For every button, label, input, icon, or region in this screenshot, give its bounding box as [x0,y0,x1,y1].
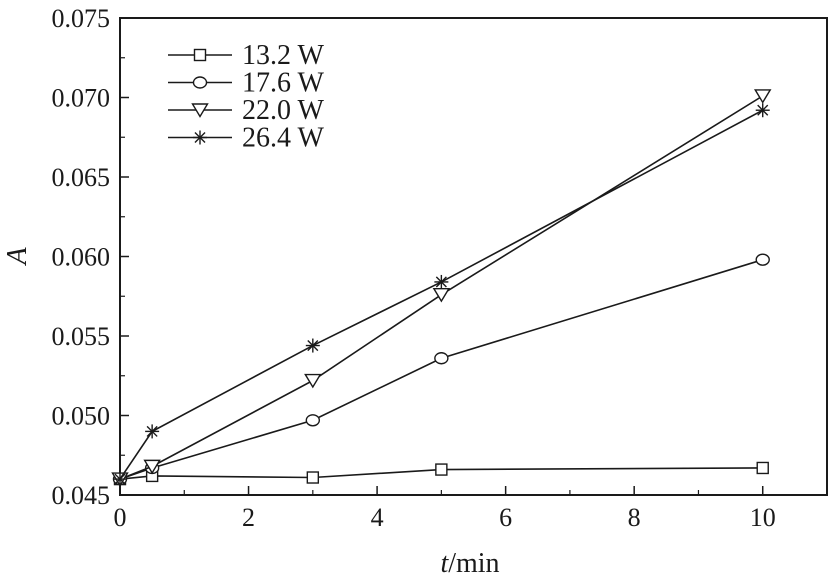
data-point [753,89,772,104]
data-point [304,373,322,389]
data-point [305,414,321,427]
x-tick-label: 0 [114,503,127,532]
y-axis-label: A [2,247,33,267]
legend-label: 22.0 W [242,95,324,126]
data-point [434,352,449,365]
x-tick-label: 10 [750,503,776,532]
legend-item: 17.6 W [168,68,324,99]
legend-marker [191,103,209,118]
plot-area [111,89,772,487]
legend-marker [193,48,207,62]
y-tick-label: 0.060 [52,243,111,272]
y-tick-label: 0.055 [52,322,111,351]
data-point [756,461,769,475]
legend-marker [192,76,208,89]
series-4 [113,103,770,487]
x-tick-label: 2 [242,503,255,532]
data-point [305,338,320,353]
legend: 13.2 W17.6 W22.0 W26.4 W [168,40,324,154]
data-point [434,274,449,289]
y-tick-label: 0.050 [52,402,111,431]
plot-frame [119,17,828,496]
legend-label: 13.2 W [242,40,324,71]
data-point [755,103,770,118]
x-tick-label: 8 [628,503,641,532]
x-axis: 0 2 4 6 8 10 [114,486,776,532]
y-tick-label: 0.070 [52,84,111,113]
x-tick-label: 4 [371,503,384,532]
legend-item: 26.4 W [168,123,324,154]
y-tick-label: 0.065 [52,163,111,192]
data-point [755,253,770,266]
x-axis-label: t/min [440,548,499,579]
legend-marker [193,130,207,145]
data-point [435,463,448,476]
legend-item: 22.0 W [168,95,324,126]
legend-item: 13.2 W [168,40,324,71]
legend-label: 17.6 W [242,68,324,99]
x-tick-label: 6 [499,503,512,532]
legend-label: 26.4 W [242,123,324,154]
y-tick-label: 0.045 [52,481,111,510]
data-point [145,424,160,439]
data-point [143,459,161,475]
y-axis: 0.045 0.050 0.055 0.060 0.065 0.070 0.075 [52,4,129,510]
data-point [306,471,320,484]
data-point [432,287,451,303]
y-tick-label: 0.075 [52,4,111,33]
series-1 [113,461,769,486]
data-point [113,472,127,487]
